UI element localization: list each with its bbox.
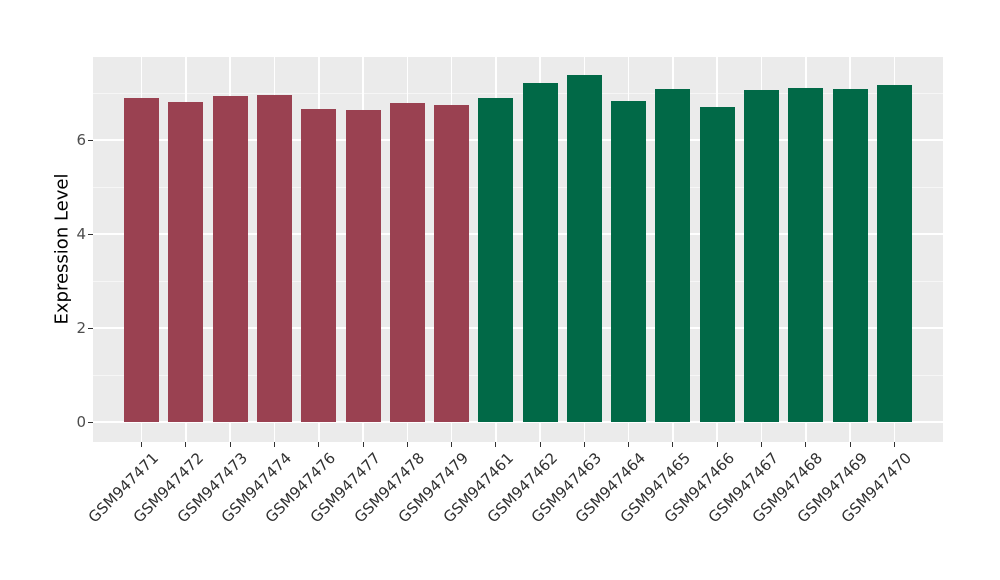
bar	[434, 104, 470, 422]
gridline-minor	[93, 374, 943, 376]
bar	[611, 101, 647, 422]
x-axis-tick	[539, 442, 541, 447]
x-axis-tick	[362, 442, 364, 447]
x-axis-tick	[141, 442, 143, 447]
bar	[522, 83, 558, 422]
bar	[788, 88, 824, 422]
x-axis-tick	[760, 442, 762, 447]
x-axis-tick	[406, 442, 408, 447]
x-axis-tick	[583, 442, 585, 447]
bar	[345, 109, 381, 422]
x-axis-tick	[451, 442, 453, 447]
x-axis-tick	[805, 442, 807, 447]
gridline-major	[93, 139, 943, 141]
x-axis-tick	[318, 442, 320, 447]
bar	[389, 102, 425, 422]
x-axis-tick	[229, 442, 231, 447]
y-tick-label: 4	[76, 225, 86, 243]
x-axis-tick	[628, 442, 630, 447]
bar	[743, 90, 779, 422]
y-axis-tick	[88, 328, 93, 329]
bar	[566, 75, 602, 422]
y-tick-label: 2	[76, 319, 86, 337]
y-tick-label: 0	[76, 413, 86, 431]
bar	[655, 89, 691, 422]
x-axis-tick	[849, 442, 851, 447]
gridline-minor	[93, 92, 943, 94]
gridline-minor	[93, 186, 943, 188]
bar	[124, 97, 160, 422]
x-axis-tick	[893, 442, 895, 447]
bar	[478, 97, 514, 422]
x-axis-tick	[185, 442, 187, 447]
y-axis-tick	[88, 140, 93, 141]
bar	[301, 108, 337, 422]
gridline-major	[93, 327, 943, 329]
gridline-major	[93, 233, 943, 235]
bar	[832, 89, 868, 422]
y-axis-title: Expression Level	[51, 173, 73, 325]
bar	[876, 85, 912, 422]
x-axis-tick	[495, 442, 497, 447]
bar	[212, 96, 248, 422]
x-axis-tick	[274, 442, 275, 447]
bar	[699, 106, 735, 422]
y-tick-label: 6	[76, 131, 86, 149]
y-axis-tick	[88, 234, 93, 235]
gridline-minor	[93, 280, 943, 282]
plot-panel	[93, 57, 943, 442]
bar	[257, 94, 292, 422]
y-axis-tick	[88, 422, 93, 423]
x-axis-tick	[672, 442, 674, 447]
gridline-major	[93, 421, 943, 423]
bar	[168, 101, 204, 422]
x-axis-tick	[716, 442, 718, 447]
